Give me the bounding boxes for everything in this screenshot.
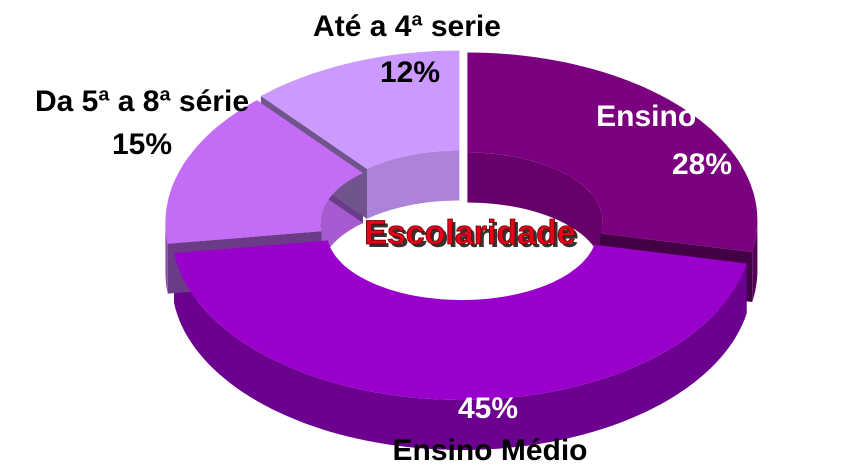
slice — [467, 52, 758, 252]
value-label: 15% — [112, 128, 172, 161]
outer-wall — [752, 220, 758, 302]
inner-wall — [367, 150, 460, 219]
slice — [260, 50, 460, 169]
slice — [174, 240, 747, 400]
category-label: Ensino Médio — [393, 434, 588, 467]
labels: Ensino Superior 28% Ensino Médio 45% Da 5ª a… — [35, 10, 828, 467]
value-label: 28% — [672, 148, 732, 181]
slice — [165, 100, 363, 244]
category-label: Até a 4ª serie — [313, 10, 501, 43]
category-label: Ensino Superior — [596, 100, 828, 133]
outer-wall — [165, 222, 168, 294]
outer-wall — [174, 253, 747, 450]
tops — [165, 50, 758, 400]
chart-title: Escolaridade — [364, 214, 576, 252]
category-label: Da 5ª a 8ª série — [35, 85, 249, 118]
inner-wall — [467, 152, 603, 271]
value-label: 12% — [380, 56, 440, 89]
value-label: 45% — [458, 392, 518, 425]
chart-title-shadow: Escolaridade — [367, 217, 579, 255]
